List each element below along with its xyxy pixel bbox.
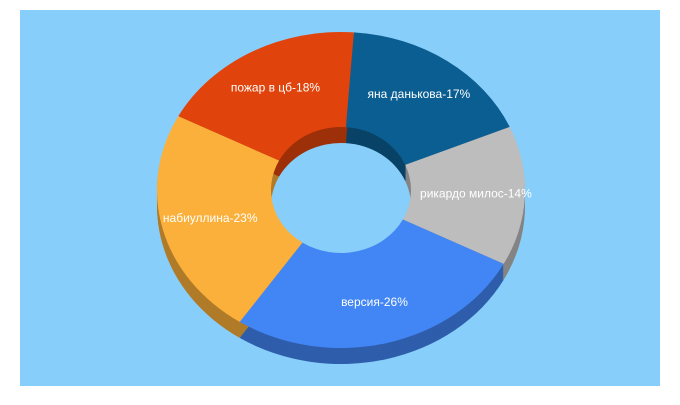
slice	[345, 32, 510, 165]
data-label: пожар в цб-18%	[231, 80, 321, 94]
data-label: яна данькова-17%	[368, 87, 471, 101]
slice	[239, 219, 504, 349]
data-label: рикардо милос-14%	[420, 187, 532, 201]
data-label: набиуллина-23%	[163, 211, 258, 225]
slice	[402, 126, 525, 264]
slice	[157, 116, 303, 322]
slice	[178, 31, 354, 161]
data-label: версия-26%	[341, 295, 408, 309]
